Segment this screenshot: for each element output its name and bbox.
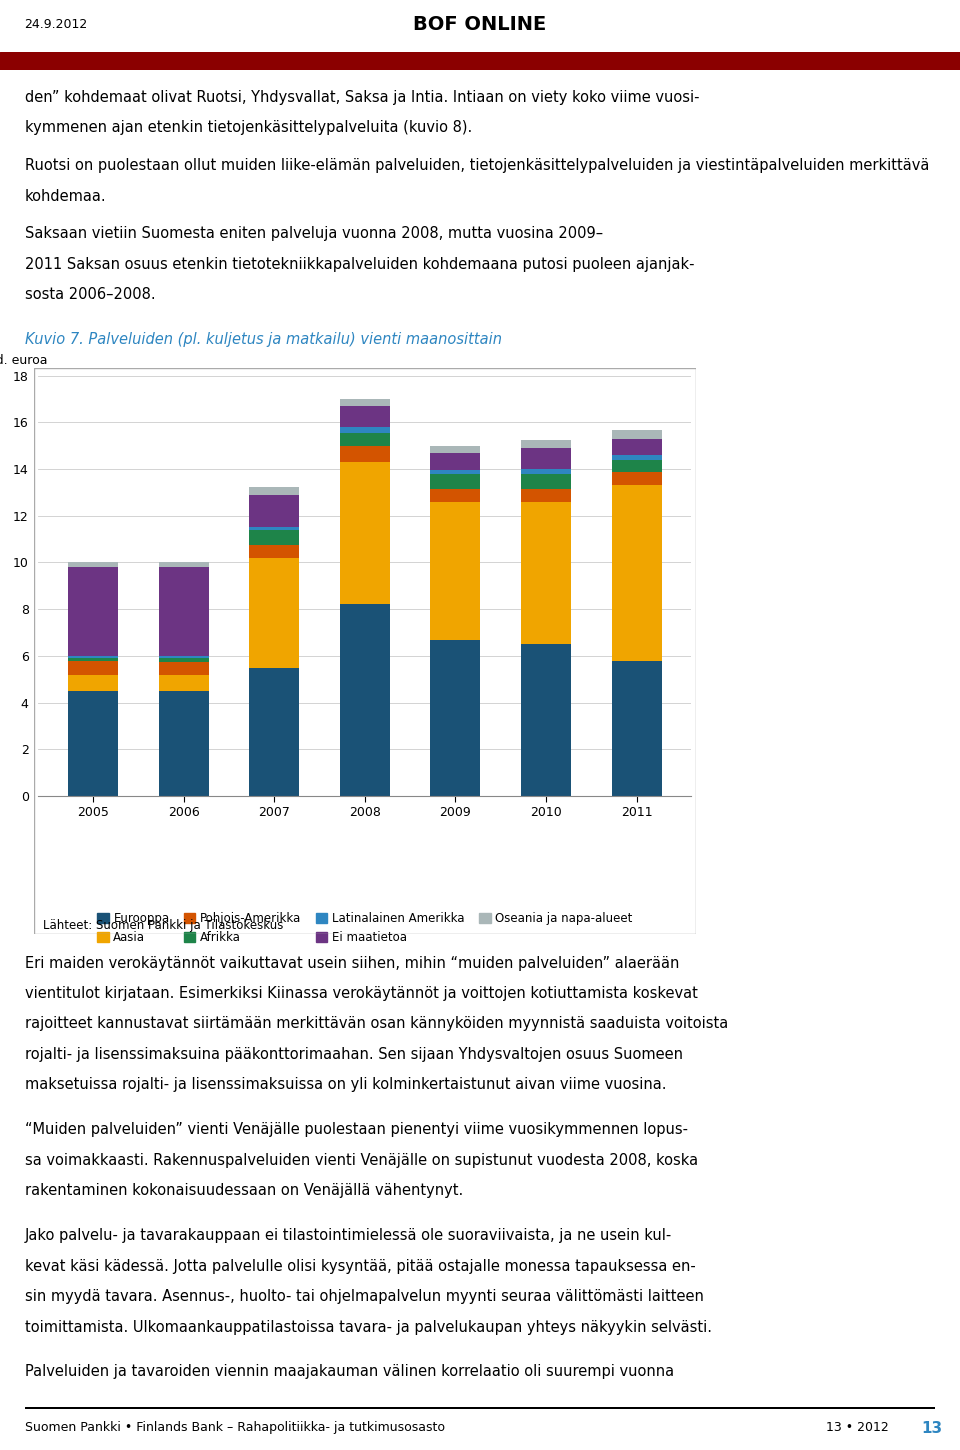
Bar	[612, 473, 661, 486]
Bar	[430, 489, 480, 502]
Bar	[340, 605, 390, 796]
Text: rojalti- ja lisenssimaksuina pääkonttorimaahan. Sen sijaan Yhdysvaltojen osuus S: rojalti- ja lisenssimaksuina pääkonttori…	[25, 1047, 683, 1061]
Bar	[521, 439, 571, 448]
Bar	[612, 455, 661, 460]
Bar	[612, 460, 661, 473]
Bar	[68, 692, 118, 796]
Text: “Muiden palveluiden” vienti Venäjälle puolestaan pienentyi viime vuosikymmennen : “Muiden palveluiden” vienti Venäjälle pu…	[25, 1122, 688, 1137]
Bar	[68, 658, 118, 661]
Bar	[250, 529, 300, 545]
Text: BOF ONLINE: BOF ONLINE	[414, 16, 546, 35]
Text: kymmenen ajan etenkin tietojenkäsittelypalveluita (kuvio 8).: kymmenen ajan etenkin tietojenkäsittelyp…	[25, 120, 472, 135]
Bar	[250, 558, 300, 667]
Bar	[250, 494, 300, 528]
Legend: Eurooppa, Aasia, Pohjois-Amerikka, Afrikka, Latinalainen Amerikka, Ei maatietoa,: Eurooppa, Aasia, Pohjois-Amerikka, Afrik…	[92, 908, 637, 948]
Bar	[340, 463, 390, 605]
Text: sosta 2006–2008.: sosta 2006–2008.	[25, 287, 156, 302]
Bar	[158, 692, 208, 796]
Bar	[521, 448, 571, 468]
Bar	[158, 655, 208, 658]
Bar	[430, 474, 480, 489]
Text: Ruotsi on puolestaan ollut muiden liike-elämän palveluiden, tietojenkäsittelypal: Ruotsi on puolestaan ollut muiden liike-…	[25, 158, 929, 173]
Bar	[521, 474, 571, 489]
Bar	[430, 470, 480, 474]
Bar	[430, 445, 480, 452]
Bar	[250, 487, 300, 494]
Bar	[430, 452, 480, 470]
Text: Palveluiden ja tavaroiden viennin maajakauman välinen korrelaatio oli suurempi v: Palveluiden ja tavaroiden viennin maajak…	[25, 1364, 674, 1379]
Bar	[158, 563, 208, 567]
Bar	[612, 661, 661, 796]
Text: sa voimakkaasti. Rakennuspalveluiden vienti Venäjälle on supistunut vuodesta 200: sa voimakkaasti. Rakennuspalveluiden vie…	[25, 1153, 698, 1167]
Bar	[340, 432, 390, 445]
Bar	[250, 528, 300, 529]
Bar	[68, 661, 118, 674]
Bar	[250, 667, 300, 796]
Bar	[68, 655, 118, 658]
Bar	[521, 489, 571, 502]
Bar	[68, 674, 118, 692]
Text: rajoitteet kannustavat siirtämään merkittävän osan kännyköiden myynnistä saaduis: rajoitteet kannustavat siirtämään merkit…	[25, 1016, 729, 1031]
Text: vientitulot kirjataan. Esimerkiksi Kiinassa verokäytännöt ja voittojen kotiuttam: vientitulot kirjataan. Esimerkiksi Kiina…	[25, 986, 698, 1000]
Bar	[340, 426, 390, 432]
Text: den” kohdemaat olivat Ruotsi, Yhdysvallat, Saksa ja Intia. Intiaan on viety koko: den” kohdemaat olivat Ruotsi, Yhdysvalla…	[25, 90, 700, 104]
Bar	[158, 658, 208, 661]
Bar	[158, 661, 208, 674]
Text: maksetuissa rojalti- ja lisenssimaksuissa on yli kolminkertaistunut aivan viime : maksetuissa rojalti- ja lisenssimaksuiss…	[25, 1077, 666, 1092]
Text: Mrd. euroa: Mrd. euroa	[0, 354, 47, 367]
Bar	[340, 445, 390, 463]
Bar	[612, 439, 661, 455]
Text: 13: 13	[922, 1421, 943, 1436]
Bar	[158, 674, 208, 692]
Text: Saksaan vietiin Suomesta eniten palveluja vuonna 2008, mutta vuosina 2009–: Saksaan vietiin Suomesta eniten palveluj…	[25, 226, 603, 241]
Bar	[430, 502, 480, 639]
Text: Eri maiden verokäytännöt vaikuttavat usein siihen, mihin “muiden palveluiden” al: Eri maiden verokäytännöt vaikuttavat use…	[25, 956, 680, 970]
Text: toimittamista. Ulkomaankauppatilastoissa tavara- ja palvelukaupan yhteys näkyyki: toimittamista. Ulkomaankauppatilastoissa…	[25, 1320, 712, 1334]
Text: 13 • 2012: 13 • 2012	[826, 1421, 888, 1434]
Text: Lähteet: Suomen Pankki ja Tilastokeskus: Lähteet: Suomen Pankki ja Tilastokeskus	[43, 919, 283, 932]
Bar	[68, 567, 118, 655]
Bar	[340, 406, 390, 426]
Bar	[430, 639, 480, 796]
Bar	[521, 468, 571, 474]
Text: 2011 Saksan osuus etenkin tietotekniikkapalveluiden kohdemaana putosi puoleen aj: 2011 Saksan osuus etenkin tietotekniikka…	[25, 257, 694, 271]
Text: Suomen Pankki • Finlands Bank – Rahapolitiikka- ja tutkimusosasto: Suomen Pankki • Finlands Bank – Rahapoli…	[25, 1421, 444, 1434]
Bar	[250, 545, 300, 558]
Bar	[68, 563, 118, 567]
Text: sin myydä tavara. Asennus-, huolto- tai ohjelmapalvelun myynti seuraa välittömäs: sin myydä tavara. Asennus-, huolto- tai …	[25, 1289, 704, 1304]
Text: kevat käsi kädessä. Jotta palvelulle olisi kysyntää, pitää ostajalle monessa tap: kevat käsi kädessä. Jotta palvelulle oli…	[25, 1259, 696, 1273]
Bar	[612, 486, 661, 661]
Bar	[158, 567, 208, 655]
Bar	[521, 644, 571, 796]
Text: Jako palvelu- ja tavarakauppaan ei tilastointimielessä ole suoraviivaista, ja ne: Jako palvelu- ja tavarakauppaan ei tilas…	[25, 1228, 672, 1243]
Text: kohdemaa.: kohdemaa.	[25, 188, 107, 203]
Text: Kuvio 7. Palveluiden (pl. kuljetus ja matkailu) vienti maanosittain: Kuvio 7. Palveluiden (pl. kuljetus ja ma…	[25, 332, 502, 347]
Bar	[340, 399, 390, 406]
Bar	[521, 502, 571, 644]
Text: 24.9.2012: 24.9.2012	[24, 19, 87, 32]
Text: rakentaminen kokonaisuudessaan on Venäjällä vähentynyt.: rakentaminen kokonaisuudessaan on Venäjä…	[25, 1183, 464, 1198]
Bar	[612, 431, 661, 439]
